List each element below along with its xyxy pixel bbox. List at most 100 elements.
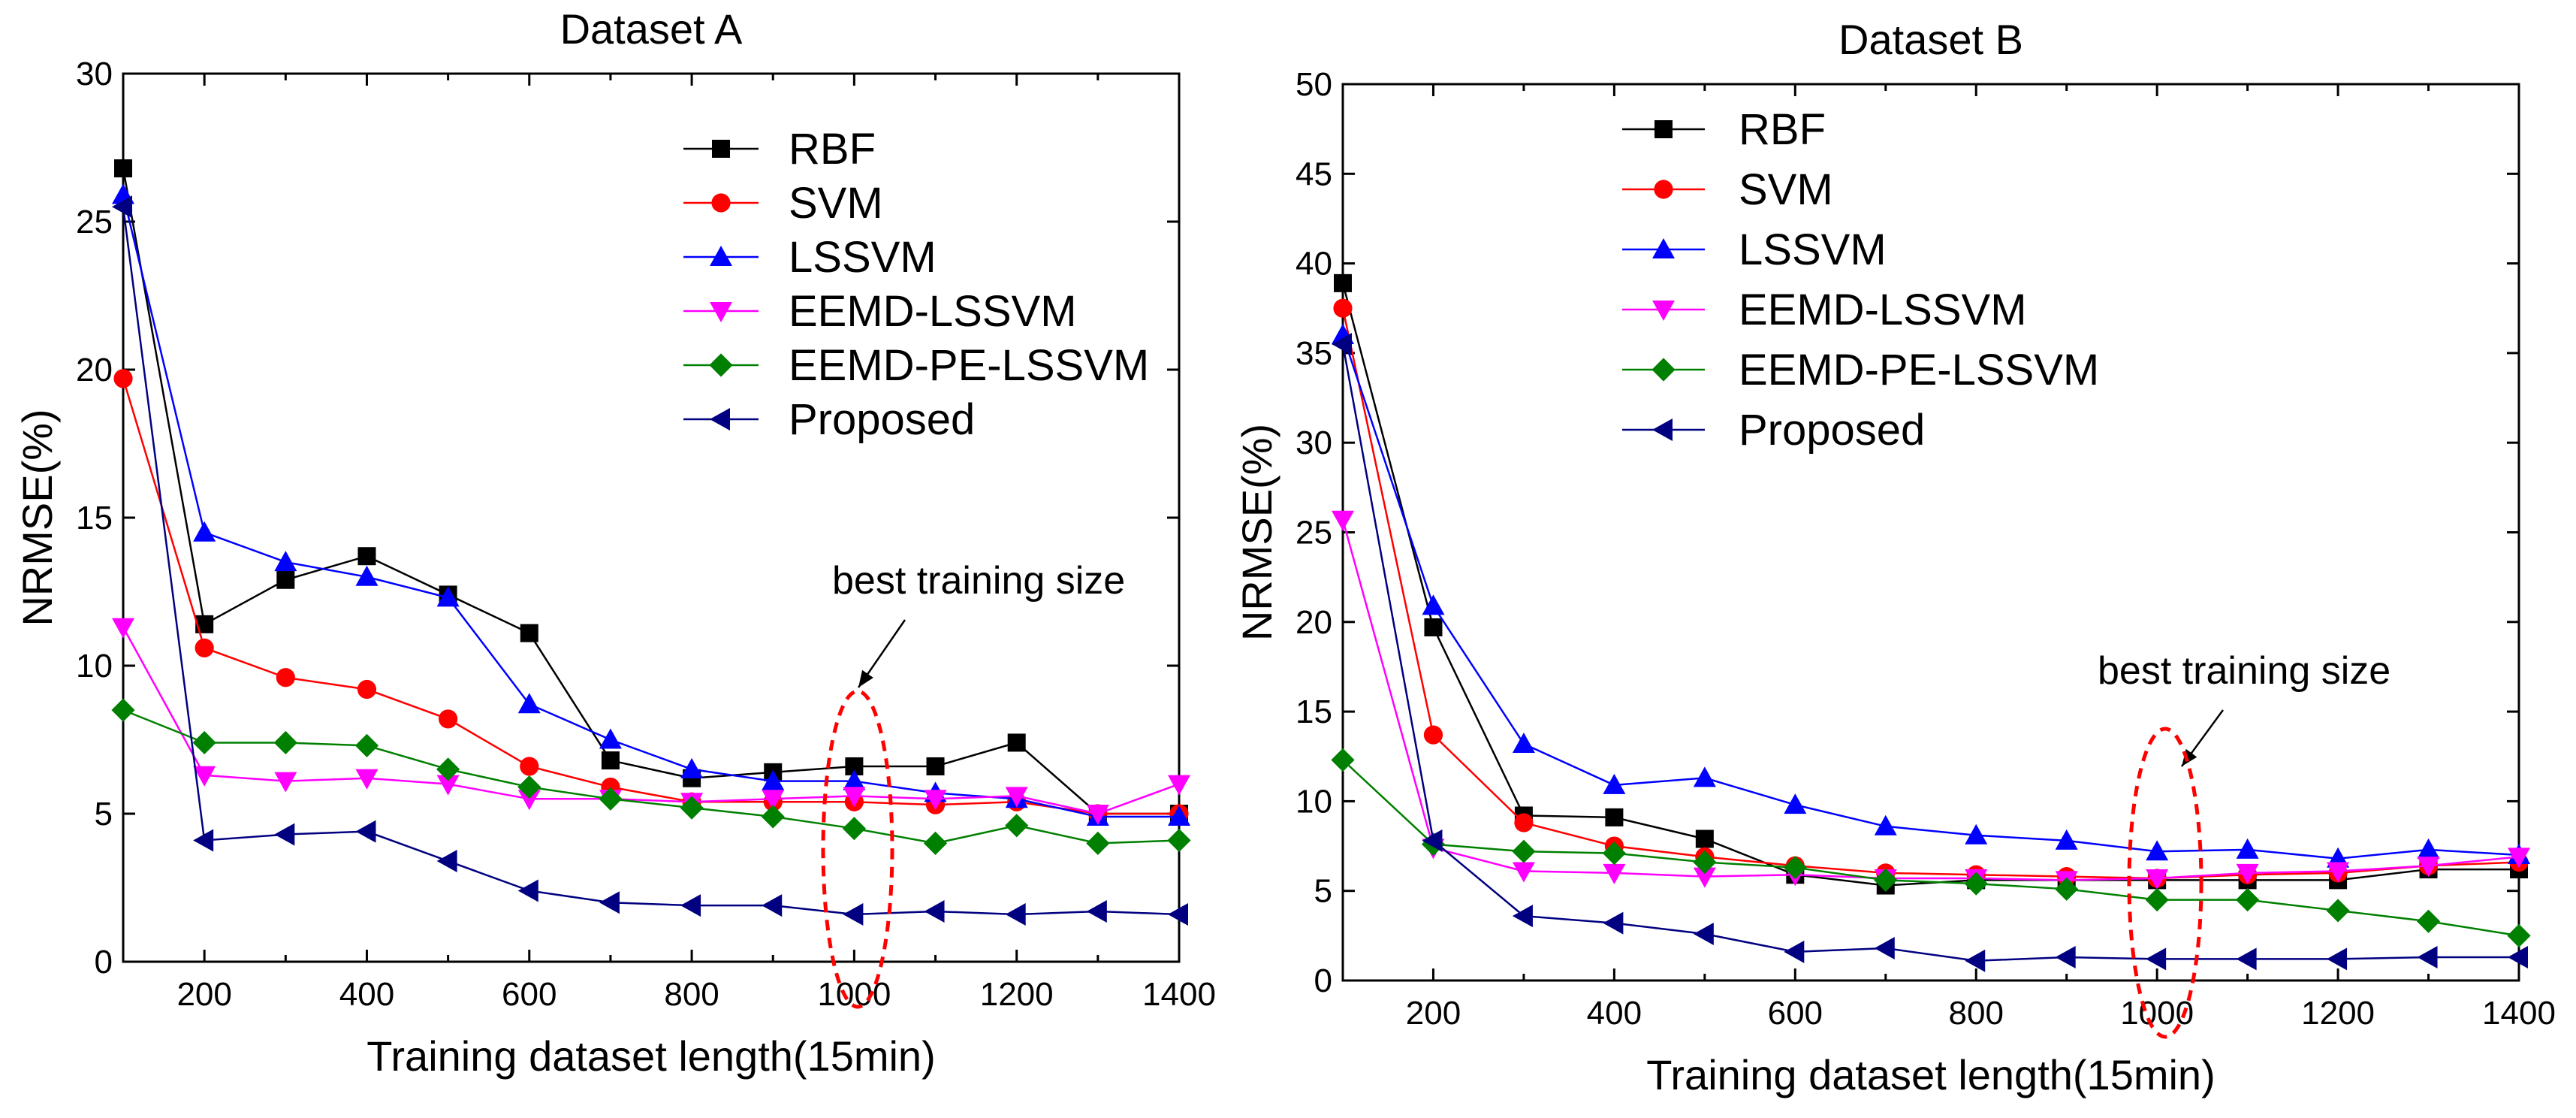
annotation: best training size — [2098, 649, 2390, 1039]
data-point — [1605, 808, 1624, 826]
data-point — [2236, 947, 2257, 971]
annotation-text: best training size — [832, 559, 1125, 603]
data-point — [1005, 902, 1026, 926]
y-tick-label: 0 — [95, 944, 113, 981]
legend-marker — [710, 408, 730, 431]
legend-label: SVM — [1739, 165, 1833, 214]
data-point — [1874, 814, 1897, 835]
series-line — [1341, 519, 2520, 881]
series-proposed — [1332, 332, 2528, 972]
data-point — [517, 790, 541, 811]
x-tick-label: 1400 — [2482, 995, 2556, 1032]
series-proposed — [112, 195, 1188, 926]
data-point — [761, 805, 785, 829]
data-point — [1693, 922, 1714, 945]
series-lssvm — [1332, 324, 2530, 868]
data-point — [1514, 813, 1534, 832]
data-point — [599, 728, 622, 749]
y-tick-label: 5 — [95, 796, 113, 832]
data-point — [1602, 841, 1626, 866]
data-point — [1693, 867, 1716, 888]
data-point — [520, 624, 538, 642]
series-eemd-pe-lssvm — [111, 698, 1191, 855]
data-point — [520, 757, 539, 776]
data-point — [762, 790, 785, 811]
y-tick-label: 50 — [1296, 66, 1332, 103]
y-tick-label: 30 — [76, 56, 113, 92]
x-tick-label: 1200 — [2301, 995, 2375, 1032]
data-point — [1603, 863, 1626, 884]
data-point — [114, 159, 132, 178]
series-line — [1341, 343, 2519, 962]
chart-title: Dataset B — [1838, 16, 2023, 63]
data-point — [1965, 823, 1988, 845]
data-point — [2417, 857, 2440, 878]
data-point — [1422, 829, 1443, 852]
annotation-arrowhead — [858, 669, 873, 687]
data-point — [1168, 902, 1188, 926]
data-point — [601, 751, 620, 770]
data-point — [1964, 872, 1988, 896]
y-tick-label: 30 — [1296, 425, 1332, 461]
x-tick-label: 800 — [664, 976, 719, 1013]
y-tick-label: 0 — [1314, 962, 1332, 999]
y-tick-label: 45 — [1296, 156, 1332, 192]
data-point — [436, 850, 457, 873]
data-point — [2508, 848, 2530, 869]
data-point — [2327, 947, 2348, 971]
data-point — [2146, 869, 2169, 890]
legend-marker — [709, 353, 733, 377]
data-point — [355, 769, 379, 790]
x-tick-label: 1000 — [2120, 995, 2194, 1032]
x-axis-label: Training dataset length(15min) — [1646, 1051, 2215, 1098]
data-point — [845, 757, 864, 775]
data-point — [439, 709, 458, 729]
data-point — [924, 790, 947, 811]
x-tick-label: 200 — [1406, 995, 1461, 1032]
data-point — [355, 820, 376, 843]
legend-label: LSSVM — [1739, 225, 1887, 274]
legend-label: EEMD-LSSVM — [1739, 286, 2027, 334]
data-point — [195, 638, 214, 657]
legend-label: RBF — [789, 125, 876, 174]
data-point — [436, 757, 460, 781]
legend-marker — [1651, 358, 1676, 382]
data-point — [1695, 829, 1714, 848]
data-point — [193, 521, 216, 542]
legend: RBF SVM LSSVM EEMD-LSSVM EEMD-PE-LSSVM Propos… — [1622, 105, 2099, 455]
data-point — [2055, 877, 2079, 901]
data-point — [599, 891, 620, 914]
series-line — [1341, 307, 2520, 880]
data-point — [1334, 273, 1352, 292]
data-point — [1512, 733, 1535, 754]
data-point — [1424, 618, 1443, 636]
data-point — [193, 766, 216, 787]
data-point — [357, 679, 377, 700]
data-point — [2417, 838, 2440, 859]
x-tick-label: 1400 — [1142, 976, 1216, 1013]
legend-label: Proposed — [789, 395, 975, 444]
x-axis-label: Training dataset length(15min) — [366, 1032, 935, 1080]
data-point — [276, 668, 295, 687]
data-point — [2326, 899, 2350, 923]
data-point — [2416, 909, 2441, 933]
y-tick-label: 35 — [1296, 335, 1332, 372]
series-line — [122, 378, 1179, 815]
chart-panel-2: Dataset B 200 400 600 800 1000 1200 1400 0 5 10 15 2… — [1233, 16, 2556, 1098]
data-point — [112, 618, 134, 639]
data-point — [517, 693, 541, 714]
data-point — [2417, 945, 2438, 968]
data-point — [1512, 905, 1533, 928]
data-point — [1086, 831, 1110, 855]
series-rbf — [114, 159, 1188, 823]
series-eemd-lssvm — [1332, 510, 2530, 892]
data-point — [926, 757, 945, 775]
legend-marker — [711, 193, 731, 213]
y-tick-label: 10 — [1296, 783, 1332, 820]
data-point — [923, 831, 948, 855]
data-point — [1332, 332, 1352, 355]
data-point — [1512, 839, 1536, 863]
data-point — [436, 775, 460, 796]
best-size-ellipse — [2127, 727, 2203, 1039]
